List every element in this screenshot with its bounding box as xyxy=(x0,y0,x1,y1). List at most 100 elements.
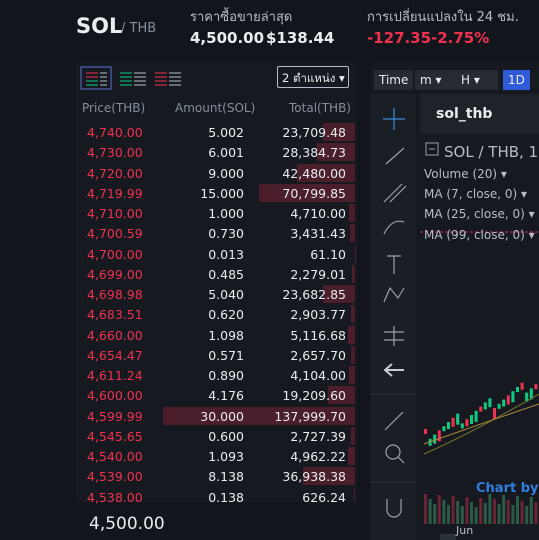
order-row: 4,545.65 0.600 2,727.39 xyxy=(76,426,357,446)
total: 137,999.70 xyxy=(274,408,346,424)
toolbar-hour[interactable]: H ▾ xyxy=(456,70,498,90)
x-label: Jun xyxy=(456,524,474,537)
candle xyxy=(437,430,441,442)
chart-graphics xyxy=(370,94,539,540)
depth-bar xyxy=(328,386,355,405)
depth-bar xyxy=(348,447,355,465)
candle xyxy=(534,384,538,390)
order-row: 4,698.98 5.040 23,682.85 xyxy=(76,284,357,304)
watermark: Chart by T xyxy=(476,481,539,496)
candle xyxy=(520,382,524,390)
amount: 30.000 xyxy=(200,408,244,424)
candle xyxy=(456,413,460,425)
depth-bar xyxy=(351,426,355,445)
price: 4,600.00 xyxy=(87,388,143,404)
last-price: 4,500.00 xyxy=(190,29,265,47)
amount: 0.890 xyxy=(208,368,244,383)
candle xyxy=(460,423,464,429)
total: 28,384.73 xyxy=(282,145,346,161)
total: 2,903.77 xyxy=(290,307,346,323)
depth-bar xyxy=(302,467,355,486)
price: 4,540.00 xyxy=(87,449,143,464)
depth-bar xyxy=(316,143,355,162)
total: 23,709.48 xyxy=(282,125,346,140)
volume-bar xyxy=(465,497,469,524)
depth-bar xyxy=(259,183,355,202)
total: 36,938.38 xyxy=(282,469,346,485)
amount: 0.138 xyxy=(208,489,244,505)
volume-bar xyxy=(502,495,506,524)
price: 4,730.00 xyxy=(87,145,143,161)
toolbar-minute-text: m xyxy=(420,73,432,87)
volume-bar xyxy=(534,502,538,524)
total: 3,431.43 xyxy=(290,226,346,242)
total: 626.24 xyxy=(302,489,346,505)
indicator-text: MA (7, close, 0) xyxy=(424,187,518,201)
indicator-ma7[interactable]: MA (7, close, 0) ▾ xyxy=(424,187,528,201)
price: 4,700.00 xyxy=(87,246,143,262)
last-price-usd: $138.44 xyxy=(266,29,335,47)
price: 4,698.98 xyxy=(87,287,143,302)
amount: 15.000 xyxy=(200,185,244,201)
tab[interactable]: sol_thb xyxy=(436,106,493,122)
order-row: 4,539.00 8.138 36,938.38 xyxy=(76,466,357,486)
order-row: 4,540.00 1.093 4,962.22 xyxy=(76,446,357,466)
volume-bar xyxy=(442,500,446,524)
order-row: 4,740.00 5.002 23,709.48 xyxy=(76,122,357,142)
depth-bar xyxy=(349,366,355,384)
order-row: 4,654.47 0.571 2,657.70 xyxy=(76,345,357,365)
price: 4,545.65 xyxy=(87,428,143,444)
price: 4,654.47 xyxy=(87,347,143,363)
chart-title: SOL / THB, 1 xyxy=(444,143,539,161)
indicator-text: Volume (20) xyxy=(424,167,498,181)
pair-quote: / THB xyxy=(121,21,157,36)
order-row: 4,730.00 6.001 28,384.73 xyxy=(76,142,357,162)
candle xyxy=(433,434,437,444)
view-icons[interactable] xyxy=(80,66,190,90)
order-row: 4,611.24 0.890 4,104.00 xyxy=(76,365,357,385)
volume-bar xyxy=(433,504,437,524)
candle xyxy=(451,417,455,427)
volume-bar xyxy=(424,494,427,524)
candle xyxy=(506,395,510,405)
amount: 0.730 xyxy=(208,226,244,242)
order-row: 4,710.00 1.000 4,710.00 xyxy=(76,203,357,223)
amount: 4.176 xyxy=(208,388,244,404)
depth-bar xyxy=(163,406,355,425)
order-book: 2 ตำแหน่ง ▾ Price(THB) Amount(SOL) Total… xyxy=(76,62,357,540)
candle xyxy=(497,403,501,409)
depth-bar xyxy=(350,224,355,243)
volume-bar xyxy=(516,496,519,524)
indicator-ma99[interactable]: MA (99, close, 0) ▾ xyxy=(424,228,535,242)
col-total: Total(THB) xyxy=(289,101,351,115)
volume-bar xyxy=(493,499,496,524)
precision-select[interactable]: 2 ตำแหน่ง ▾ xyxy=(277,66,349,88)
total: 4,710.00 xyxy=(290,206,346,221)
indicator-ma25[interactable]: MA (25, close, 0) ▾ xyxy=(424,207,535,221)
volume-bar xyxy=(447,505,450,524)
footer-bar xyxy=(76,502,357,540)
price: 4,599.99 xyxy=(87,408,143,424)
amount: 0.620 xyxy=(208,307,244,323)
candle xyxy=(474,410,478,422)
amount: 0.571 xyxy=(208,347,244,363)
price: 4,710.00 xyxy=(87,206,143,221)
volume-bar xyxy=(437,495,441,524)
indicator-text: MA (25, close, 0) xyxy=(424,207,525,221)
chart-panel: Time m ▾ H ▾ 1D sol_thb xyxy=(370,62,539,540)
price: 4,611.24 xyxy=(87,368,143,383)
price: 4,699.00 xyxy=(87,266,143,282)
order-row: 4,538.00 0.138 626.24 xyxy=(76,487,357,507)
toolbar-day[interactable]: 1D xyxy=(503,70,530,90)
volume-bar xyxy=(529,497,533,524)
toolbar-time[interactable]: Time xyxy=(374,70,414,90)
last-price-label: ราคาซื้อขายล่าสุด xyxy=(190,10,293,25)
footer-price: 4,500.00 xyxy=(89,514,165,534)
indicator-text: MA (99, close, 0) xyxy=(424,228,525,242)
toolbar-minute[interactable]: m ▾ xyxy=(415,70,457,90)
pair-base: SOL xyxy=(76,14,123,38)
volume-bar xyxy=(483,503,487,524)
indicator-volume[interactable]: Volume (20) ▾ xyxy=(424,167,507,181)
depth-bar xyxy=(347,325,355,344)
